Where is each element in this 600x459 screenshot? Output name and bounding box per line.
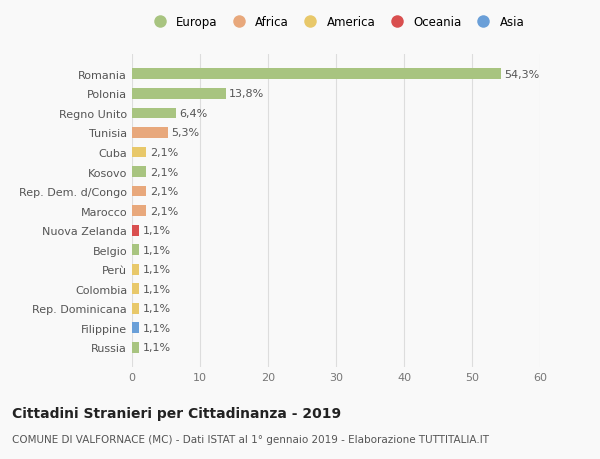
Text: 1,1%: 1,1%: [143, 304, 171, 313]
Text: 6,4%: 6,4%: [179, 109, 207, 118]
Text: 1,1%: 1,1%: [143, 343, 171, 353]
Text: 1,1%: 1,1%: [143, 284, 171, 294]
Bar: [132, 147, 146, 158]
Text: COMUNE DI VALFORNACE (MC) - Dati ISTAT al 1° gennaio 2019 - Elaborazione TUTTITA: COMUNE DI VALFORNACE (MC) - Dati ISTAT a…: [12, 434, 489, 444]
Text: Cittadini Stranieri per Cittadinanza - 2019: Cittadini Stranieri per Cittadinanza - 2…: [12, 406, 341, 420]
Text: 1,1%: 1,1%: [143, 226, 171, 235]
Bar: [132, 303, 139, 314]
Bar: [132, 225, 139, 236]
Bar: [132, 245, 139, 256]
Bar: [132, 323, 139, 334]
Text: 2,1%: 2,1%: [149, 206, 178, 216]
Text: 1,1%: 1,1%: [143, 323, 171, 333]
Text: 13,8%: 13,8%: [229, 89, 265, 99]
Bar: [132, 167, 146, 178]
Text: 2,1%: 2,1%: [149, 148, 178, 157]
Bar: [132, 186, 146, 197]
Text: 2,1%: 2,1%: [149, 167, 178, 177]
Bar: [132, 206, 146, 217]
Text: 5,3%: 5,3%: [172, 128, 200, 138]
Text: 2,1%: 2,1%: [149, 187, 178, 196]
Bar: [132, 69, 501, 80]
Legend: Europa, Africa, America, Oceania, Asia: Europa, Africa, America, Oceania, Asia: [143, 11, 529, 34]
Bar: [132, 108, 176, 119]
Text: 1,1%: 1,1%: [143, 245, 171, 255]
Bar: [132, 264, 139, 275]
Text: 1,1%: 1,1%: [143, 265, 171, 274]
Text: 54,3%: 54,3%: [505, 70, 540, 79]
Bar: [132, 284, 139, 295]
Bar: [132, 342, 139, 353]
Bar: [132, 89, 226, 100]
Bar: [132, 128, 168, 139]
